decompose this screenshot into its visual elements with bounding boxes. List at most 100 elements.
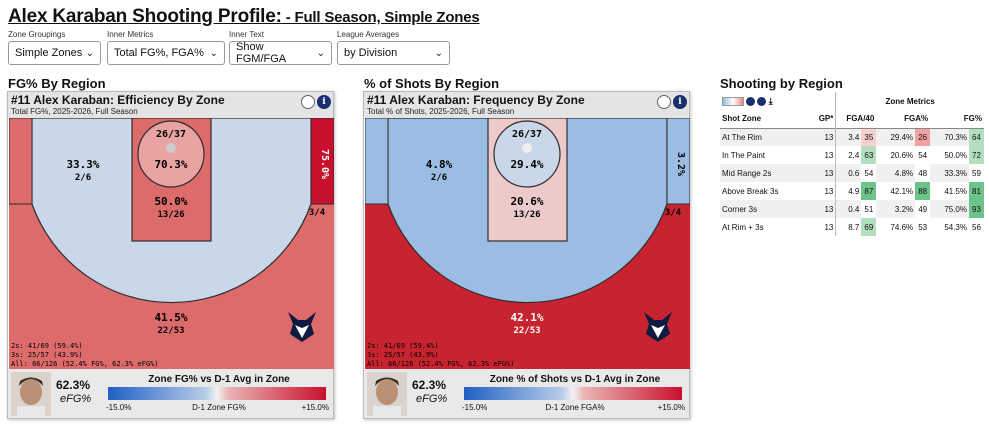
league-averages-select[interactable]: by Division ⌄ bbox=[337, 41, 450, 65]
info-icon[interactable]: i bbox=[317, 95, 331, 109]
page-title-sub: - Full Season, Simple Zones bbox=[281, 9, 480, 26]
zone-corner-3-left bbox=[9, 118, 33, 205]
chevron-down-icon: ⌄ bbox=[85, 47, 94, 59]
inner-text-value: Show FGM/FGA bbox=[236, 41, 287, 65]
rim-frac: 26/37 bbox=[512, 129, 542, 140]
cell-fga40-rank: 35 bbox=[861, 128, 877, 146]
husky-logo-icon bbox=[288, 312, 316, 342]
cell-zone: In The Paint bbox=[722, 150, 765, 160]
cell-fgpct: 54.3% bbox=[944, 222, 967, 232]
color-scale-icon[interactable] bbox=[722, 96, 744, 106]
col-header-fgpct[interactable]: FG% bbox=[963, 114, 982, 124]
rim-pct: 70.3% bbox=[154, 158, 187, 171]
cell-fgapct-rank: 48 bbox=[918, 168, 928, 178]
cell-fgpct-rank: 93 bbox=[969, 200, 984, 218]
corner-frac: 3/4 bbox=[665, 208, 682, 218]
above-pct: 41.5% bbox=[154, 311, 187, 324]
col-header-zone[interactable]: Shot Zone bbox=[722, 114, 762, 124]
paint-frac: 13/26 bbox=[157, 210, 184, 220]
settings-icon[interactable] bbox=[746, 96, 756, 106]
inner-metrics-value: Total FG%, FGA% bbox=[114, 47, 204, 59]
cell-fgapct: 42.1% bbox=[890, 186, 914, 196]
toggle-circle-icon[interactable] bbox=[657, 95, 671, 109]
cell-fgpct-rank: 59 bbox=[972, 168, 981, 178]
cell-zone: At The Rim bbox=[720, 128, 808, 146]
league-averages-label: League Averages bbox=[337, 30, 400, 39]
mid-pct: 4.8% bbox=[426, 158, 453, 171]
cell-fgapct: 29.4% bbox=[876, 128, 916, 146]
panel-subtitle: Total FG%, 2025-2026, Full Season bbox=[11, 107, 138, 116]
player-avatar bbox=[11, 372, 51, 416]
cell-fgapct-rank: 26 bbox=[915, 128, 931, 146]
stat-all: All: 66/126 (52.4% FG%, 62.3% eFG%) bbox=[11, 360, 159, 368]
legend-min: -15.0% bbox=[462, 403, 488, 412]
mid-frac: 2/6 bbox=[431, 173, 447, 183]
cell-fgpct: 70.3% bbox=[930, 128, 969, 146]
rim-frac: 26/37 bbox=[156, 129, 186, 140]
cell-zone: At Rim + 3s bbox=[722, 222, 764, 232]
cell-fgapct: 4.8% bbox=[876, 164, 916, 182]
cell-fgapct: 3.2% bbox=[876, 200, 916, 218]
panel-subtitle: Total % of Shots, 2025-2026, Full Season bbox=[367, 107, 515, 116]
cell-fga40: 8.7 bbox=[835, 218, 862, 236]
cell-fga40-rank: 54 bbox=[864, 168, 874, 178]
above-pct: 42.1% bbox=[510, 311, 543, 324]
cell-fgpct-rank: 72 bbox=[969, 146, 984, 164]
cell-fgpct-rank: 64 bbox=[969, 128, 984, 146]
table-toolbar: ⤓ bbox=[720, 92, 836, 110]
corner-frac: 3/4 bbox=[309, 208, 326, 218]
legend-min: -15.0% bbox=[106, 403, 132, 412]
legend-mid: D-1 Zone FG% bbox=[192, 403, 246, 412]
info-icon[interactable]: i bbox=[673, 95, 687, 109]
panel-title: #11 Alex Karaban: Frequency By Zone bbox=[367, 93, 585, 107]
zone-rim bbox=[137, 120, 205, 188]
shot-chart-court: 26/37 70.3% 50.0% 13/26 33.3% 2/6 75.0% … bbox=[9, 118, 334, 369]
table-row: At Rim + 3s 13 8.7 69 74.6% 53 54.3% 56 bbox=[720, 218, 984, 236]
efg-label: eFG% bbox=[60, 393, 92, 405]
legend-title: Zone FG% vs D-1 Avg in Zone bbox=[148, 374, 290, 385]
legend-max: +15.0% bbox=[301, 403, 329, 412]
legend-mid: D-1 Zone FGA% bbox=[545, 403, 605, 412]
efg-value: 62.3% bbox=[412, 378, 447, 392]
cell-fgpct-rank: 81 bbox=[969, 182, 984, 200]
cell-fga40: 3.4 bbox=[835, 128, 862, 146]
download-icon[interactable]: ⤓ bbox=[768, 95, 773, 106]
league-averages-control: League Averages by Division ⌄ bbox=[337, 30, 450, 65]
cell-fga40-rank: 69 bbox=[861, 218, 877, 236]
cell-fgapct-rank: 53 bbox=[918, 222, 928, 232]
cell-gp: 13 bbox=[824, 150, 834, 160]
cell-fgpct: 50.0% bbox=[944, 150, 967, 160]
panel-header: #11 Alex Karaban: Frequency By Zone Tota… bbox=[364, 92, 689, 118]
cell-fga40: 2.4 bbox=[835, 146, 862, 164]
cell-zone: Above Break 3s bbox=[722, 186, 779, 196]
efg-label: eFG% bbox=[416, 393, 448, 405]
toggle-circle-icon[interactable] bbox=[301, 95, 315, 109]
player-avatar bbox=[367, 372, 407, 416]
cell-fga40-rank: 63 bbox=[861, 146, 877, 164]
info-icon[interactable] bbox=[757, 96, 767, 106]
inner-metrics-select[interactable]: Total FG%, FGA% ⌄ bbox=[107, 41, 225, 65]
zone-groupings-label: Zone Groupings bbox=[8, 30, 66, 39]
legend-color-bar bbox=[464, 387, 682, 400]
zone-groupings-select[interactable]: Simple Zones ⌄ bbox=[8, 41, 101, 65]
table-row: At The Rim 13 3.4 35 29.4% 26 70.3% 64 bbox=[720, 128, 984, 146]
section-title-fg: FG% By Region bbox=[8, 76, 106, 91]
stat-2s: 2s: 41/69 (59.4%) bbox=[11, 342, 83, 350]
col-header-fgapct[interactable]: FGA% bbox=[904, 114, 929, 124]
efg-value: 62.3% bbox=[56, 378, 91, 392]
frequency-panel: #11 Alex Karaban: Frequency By Zone Tota… bbox=[363, 91, 690, 419]
mid-frac: 2/6 bbox=[75, 173, 91, 183]
col-header-gp[interactable]: GP* bbox=[818, 114, 834, 124]
cell-gp: 13 bbox=[807, 164, 836, 182]
table-row: Above Break 3s 13 4.9 87 42.1% 88 41.5% 81 bbox=[720, 182, 984, 200]
col-header-fga40[interactable]: FGA/40 bbox=[835, 110, 877, 128]
paint-pct: 50.0% bbox=[154, 195, 187, 208]
legend-max: +15.0% bbox=[657, 403, 685, 412]
inner-text-control: Inner Text Show FGM/FGA ⌄ bbox=[229, 30, 332, 65]
table-row: Corner 3s 13 0.4 51 3.2% 49 75.0% 93 bbox=[720, 200, 984, 218]
cell-fga40-rank: 87 bbox=[861, 182, 877, 200]
inner-text-select[interactable]: Show FGM/FGA ⌄ bbox=[229, 41, 332, 65]
rim-pct: 29.4% bbox=[510, 158, 543, 171]
chevron-down-icon: ⌄ bbox=[316, 47, 325, 59]
zone-groupings-value: Simple Zones bbox=[15, 47, 83, 59]
